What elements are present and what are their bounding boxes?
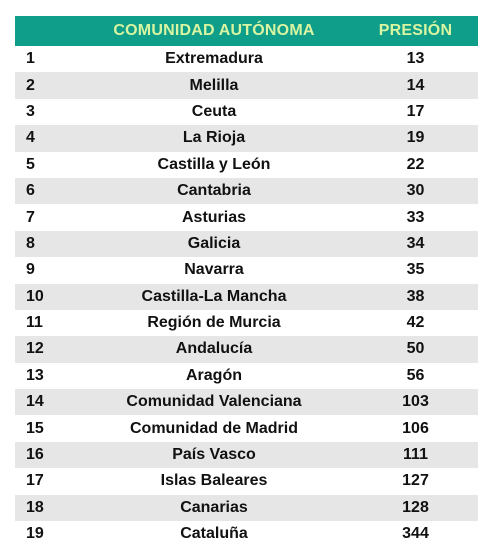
row-presion: 106 [402, 419, 429, 437]
table-body: 1 Extremadura 13 2 Melilla 14 3 Ceuta 17 4 La Rioj… [15, 46, 478, 547]
row-comunidad: Islas Baleares [160, 472, 268, 490]
row-comunidad: Cantabria [177, 182, 251, 200]
table-row: 1 Extremadura 13 [15, 46, 478, 72]
table-row: 13 Aragón 56 [15, 363, 478, 389]
row-presion: 13 [406, 50, 425, 68]
row-comunidad: Cataluña [180, 525, 248, 543]
row-rank: 12 [26, 340, 44, 358]
row-rank: 6 [26, 182, 35, 200]
row-presion: 50 [406, 340, 425, 358]
row-comunidad: Galicia [187, 234, 241, 252]
table-row: 7 Asturias 33 [15, 204, 478, 230]
row-comunidad: Comunidad Valenciana [126, 393, 302, 411]
row-comunidad: Comunidad de Madrid [130, 419, 298, 437]
row-rank: 7 [26, 208, 35, 226]
table-row: 4 La Rioja 19 [15, 125, 478, 152]
row-presion: 56 [406, 366, 425, 384]
row-presion: 35 [406, 261, 425, 279]
row-comunidad: Aragón [186, 366, 242, 384]
row-comunidad: Melilla [189, 76, 239, 94]
row-presion: 128 [402, 498, 429, 516]
row-presion: 14 [406, 76, 425, 94]
row-rank: 15 [26, 419, 44, 437]
row-comunidad: País Vasco [172, 446, 256, 464]
row-comunidad: Ceuta [191, 102, 237, 120]
row-comunidad: Asturias [181, 208, 247, 226]
table-row: 2 Melilla 14 [15, 72, 478, 99]
row-rank: 17 [26, 472, 44, 490]
table-row: 8 Galicia 34 [15, 230, 478, 258]
row-presion: 22 [406, 155, 425, 173]
row-presion: 17 [406, 102, 425, 120]
row-rank: 19 [26, 525, 44, 543]
row-presion: 111 [403, 446, 428, 464]
row-rank: 16 [26, 446, 44, 464]
table-row: 5 Castilla y León 22 [15, 152, 478, 178]
row-rank: 13 [26, 366, 44, 384]
table-row: 14 Comunidad Valenciana 103 [15, 389, 478, 416]
table-row: 11 Región de Murcia 42 [15, 310, 478, 336]
row-comunidad: Andalucía [175, 340, 253, 358]
row-presion: 30 [406, 182, 425, 200]
row-comunidad: Castilla y León [157, 155, 271, 173]
table-row: 9 Navarra 35 [15, 257, 478, 283]
table-row: 15 Comunidad de Madrid 106 [15, 415, 478, 441]
ranking-table: COMUNIDAD AUTÓNOMA PRESIÓN 1 Extremadura 1… [15, 16, 478, 547]
table-row: 16 País Vasco 111 [15, 441, 478, 469]
row-comunidad: Castilla-La Mancha [141, 287, 287, 305]
row-rank: 1 [26, 50, 35, 68]
row-rank: 10 [26, 287, 44, 305]
row-rank: 9 [26, 261, 35, 279]
row-presion: 34 [406, 234, 425, 252]
row-rank: 11 [26, 314, 43, 332]
row-rank: 18 [26, 498, 44, 516]
row-comunidad: Extremadura [165, 50, 263, 68]
row-presion: 344 [402, 525, 429, 543]
row-comunidad: Región de Murcia [147, 314, 281, 332]
table-row: 6 Cantabria 30 [15, 177, 478, 205]
row-rank: 3 [26, 102, 35, 120]
row-rank: 5 [26, 155, 35, 173]
row-rank: 14 [26, 393, 44, 411]
row-comunidad: Navarra [184, 261, 244, 279]
row-presion: 127 [402, 472, 429, 490]
row-comunidad: La Rioja [182, 129, 246, 147]
row-presion: 103 [402, 393, 429, 411]
row-presion: 33 [406, 208, 425, 226]
table-row: 10 Castilla-La Mancha 38 [15, 283, 478, 310]
table-header: COMUNIDAD AUTÓNOMA PRESIÓN [15, 16, 478, 46]
table-row: 18 Canarias 128 [15, 494, 478, 522]
table-row: 3 Ceuta 17 [15, 99, 478, 125]
table-row: 12 Andalucía 50 [15, 336, 478, 363]
header-comunidad: COMUNIDAD AUTÓNOMA [113, 22, 315, 39]
table-row: 17 Islas Baleares 127 [15, 468, 478, 494]
table-row: 19 Cataluña 344 [15, 521, 478, 547]
row-rank: 8 [26, 234, 35, 252]
row-rank: 4 [26, 129, 35, 147]
row-comunidad: Canarias [180, 498, 248, 516]
row-presion: 19 [406, 129, 425, 147]
row-rank: 2 [26, 76, 35, 94]
row-presion: 42 [406, 314, 425, 332]
row-presion: 38 [406, 287, 425, 305]
header-presion: PRESIÓN [378, 22, 453, 39]
